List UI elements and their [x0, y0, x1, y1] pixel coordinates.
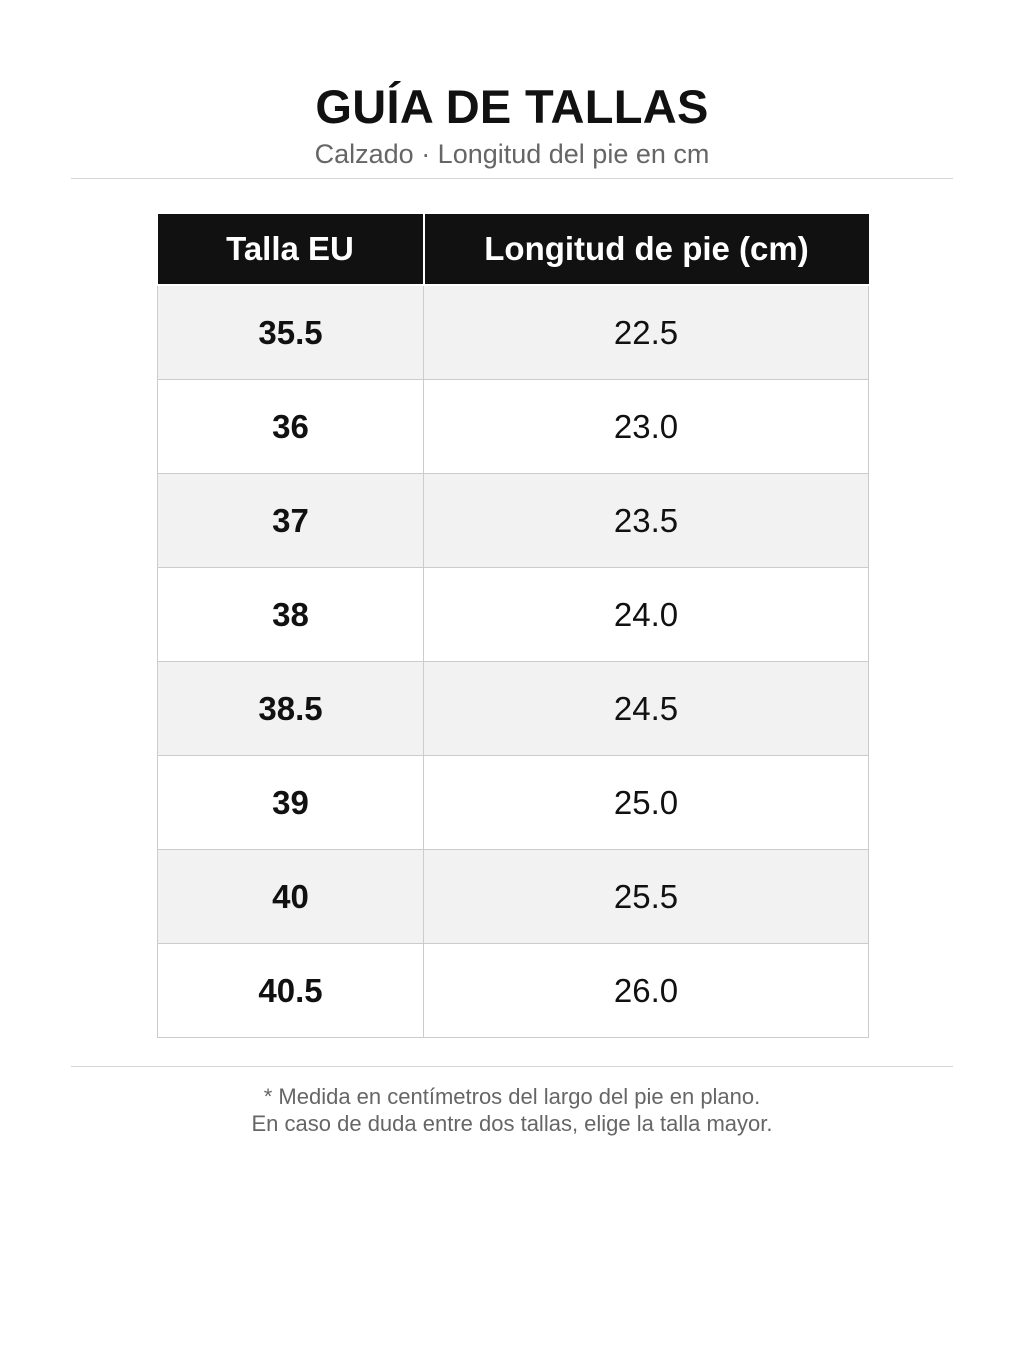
table-header-row: Talla EU Longitud de pie (cm) — [157, 214, 869, 286]
foot-length-cell: 22.5 — [423, 284, 869, 380]
eu-size-cell: 39 — [157, 755, 424, 850]
eu-size-cell: 38 — [157, 567, 424, 662]
eu-size-cell: 40 — [157, 849, 424, 944]
page-header: GUÍA DE TALLAS Calzado · Longitud del pi… — [71, 78, 953, 172]
column-header-foot-length: Longitud de pie (cm) — [423, 214, 869, 286]
table-row: 38 24.0 — [157, 567, 869, 662]
foot-length-cell: 24.5 — [423, 661, 869, 756]
eu-size-cell: 35.5 — [157, 284, 424, 380]
table-row: 38.5 24.5 — [157, 661, 869, 756]
eu-size-cell: 38.5 — [157, 661, 424, 756]
page-title: GUÍA DE TALLAS — [315, 80, 709, 133]
column-header-eu-size: Talla EU — [157, 214, 425, 286]
eu-size-cell: 36 — [157, 379, 424, 474]
table-row: 36 23.0 — [157, 379, 869, 474]
foot-length-cell: 24.0 — [423, 567, 869, 662]
foot-length-cell: 26.0 — [423, 943, 869, 1038]
size-chart-table: Talla EU Longitud de pie (cm) 35.5 22.5 … — [157, 214, 869, 1038]
eu-size-cell: 37 — [157, 473, 424, 568]
table-row: 40.5 26.0 — [157, 943, 869, 1038]
footnote-measurement: * Medida en centímetros del largo del pi… — [263, 1084, 761, 1109]
page-subtitle: Calzado · Longitud del pie en cm — [314, 139, 710, 169]
eu-size-cell: 40.5 — [157, 943, 424, 1038]
table-row: 35.5 22.5 — [157, 284, 869, 380]
table-row: 39 25.0 — [157, 755, 869, 850]
foot-length-cell: 23.5 — [423, 473, 869, 568]
foot-length-cell: 25.0 — [423, 755, 869, 850]
footnote-advice: En caso de duda entre dos tallas, elige … — [251, 1111, 773, 1136]
table-row: 40 25.5 — [157, 849, 869, 944]
table-row: 37 23.5 — [157, 473, 869, 568]
bottom-divider — [71, 1066, 953, 1067]
footnotes: * Medida en centímetros del largo del pi… — [71, 1083, 953, 1137]
foot-length-cell: 25.5 — [423, 849, 869, 944]
top-divider — [71, 178, 953, 179]
foot-length-cell: 23.0 — [423, 379, 869, 474]
